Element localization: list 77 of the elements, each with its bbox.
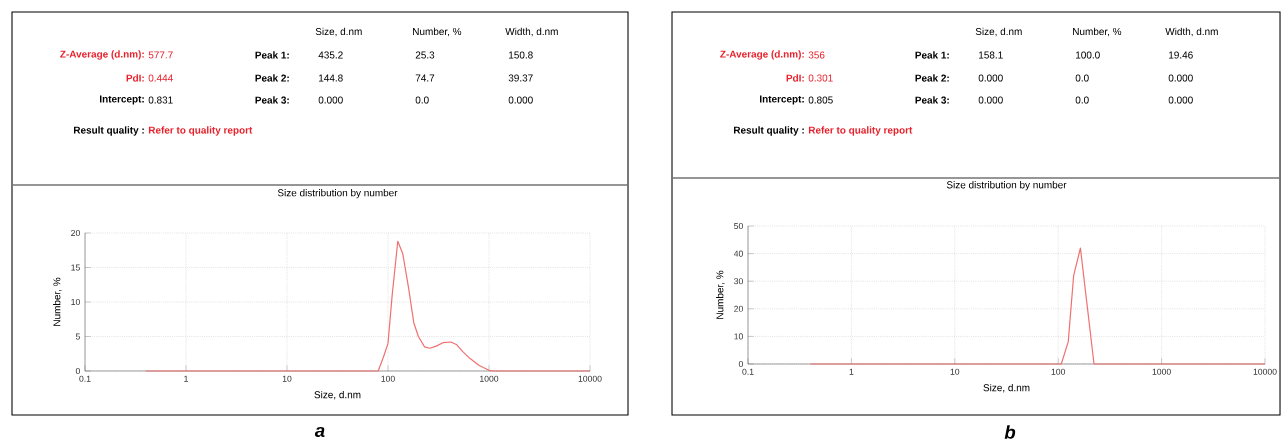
text: 158.1	[979, 51, 1003, 59]
x-tick-label: 1	[849, 368, 854, 375]
x-tick-label: 1000	[480, 375, 499, 382]
text: Z-Average (d.nm):	[60, 50, 144, 60]
chart-title: Size distribution by number	[946, 181, 1067, 191]
text: PdI:	[786, 74, 804, 82]
text: Result quality :	[73, 126, 144, 136]
text: 0.444	[148, 74, 173, 82]
text: 0.805	[808, 96, 833, 104]
y-tick-label: 20	[734, 305, 743, 312]
text: Result quality :	[734, 126, 804, 136]
y-axis-title: Number, %	[716, 270, 725, 319]
text: 0.000	[1168, 74, 1193, 82]
y-tick-label: 50	[734, 222, 743, 230]
text: Size, d.nm	[975, 27, 1022, 37]
text: Refer to quality report	[148, 126, 253, 136]
text: 25.3	[415, 51, 435, 59]
text: 100.0	[1076, 51, 1100, 59]
chart-title: Size distribution by number	[277, 189, 398, 199]
text: Intercept:	[760, 95, 804, 105]
text: 0.0	[415, 96, 429, 104]
text: 577.7	[148, 51, 173, 59]
y-tick-label: 40	[733, 250, 743, 257]
text: 0.0	[1075, 96, 1089, 104]
text: b	[1004, 425, 1016, 439]
text: 0.000	[318, 96, 343, 104]
y-tick-label: 0	[738, 360, 743, 368]
text: Refer to quality report	[808, 126, 913, 136]
text: 356	[808, 51, 825, 59]
text: Peak 3:	[255, 96, 289, 104]
text: 0.000	[978, 74, 1003, 82]
y-tick-label: 0	[75, 367, 80, 375]
x-tick-label: 10000	[1253, 368, 1277, 375]
text: Number, %	[1073, 27, 1122, 37]
text: Intercept:	[100, 95, 144, 105]
text: Peak 2:	[255, 74, 289, 82]
x-tick-label: 100	[1051, 368, 1066, 375]
text: 74.7	[415, 74, 435, 82]
text: 0.0	[1075, 74, 1089, 82]
x-tick-label: 0.1	[742, 368, 754, 375]
y-tick-label: 10	[71, 298, 80, 306]
text: PdI:	[126, 74, 144, 82]
x-tick-label: 1000	[1152, 368, 1171, 375]
text: Peak 3:	[915, 96, 949, 104]
y-tick-label: 15	[71, 264, 80, 271]
x-axis-title: Size, d.nm	[314, 390, 361, 400]
text: Peak 1:	[255, 51, 289, 59]
text: Peak 1:	[915, 51, 949, 59]
x-tick-label: 0.1	[79, 375, 91, 382]
x-tick-label: 10	[950, 368, 960, 375]
y-tick-label: 30	[734, 278, 743, 285]
text: 39.37	[508, 74, 533, 82]
text: a	[314, 426, 325, 438]
text: 435.2	[318, 51, 343, 59]
text: Z-Average (d.nm):	[720, 50, 804, 60]
x-tick-label: 100	[381, 375, 395, 382]
text: 19.46	[1169, 51, 1193, 59]
y-tick-label: 20	[71, 229, 80, 237]
text: Width, d.nm	[1165, 27, 1218, 37]
x-tick-label: 10000	[578, 375, 602, 382]
y-axis-title: Number, %	[53, 277, 62, 326]
y-tick-label: 10	[734, 333, 743, 340]
text: 150.8	[509, 51, 533, 59]
text: Number, %	[413, 27, 462, 37]
x-tick-label: 1	[184, 375, 188, 382]
text: 0.000	[1168, 96, 1193, 104]
text: 0.301	[808, 74, 833, 82]
x-axis-title: Size, d.nm	[983, 383, 1030, 393]
text: Size, d.nm	[315, 27, 362, 37]
x-tick-label: 10	[282, 375, 292, 382]
text: Width, d.nm	[505, 27, 558, 37]
text: 0.831	[148, 96, 173, 104]
y-tick-label: 5	[75, 333, 80, 340]
text: 0.000	[978, 96, 1003, 104]
text: Peak 2:	[915, 74, 949, 82]
text: 144.8	[319, 74, 343, 82]
text: 0.000	[508, 96, 533, 104]
